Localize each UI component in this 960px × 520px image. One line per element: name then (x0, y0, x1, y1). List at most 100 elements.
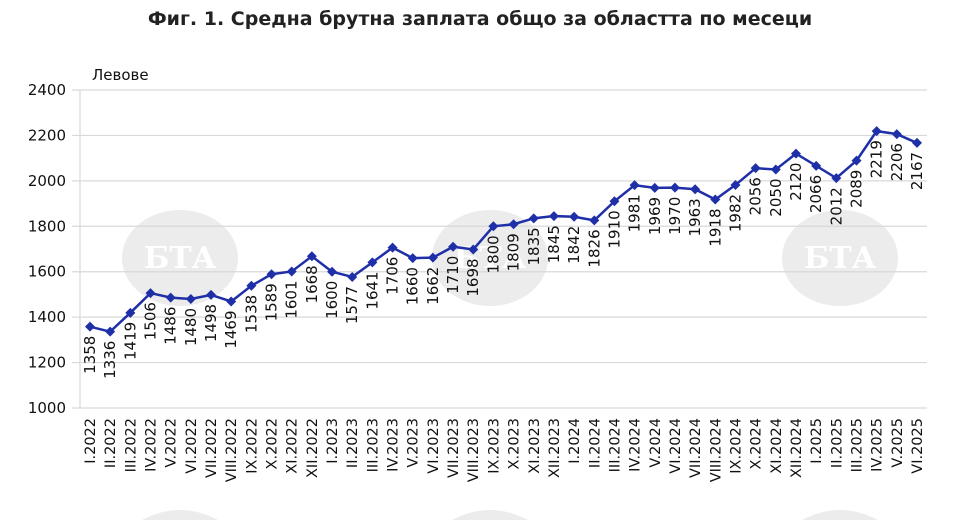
data-point-marker (206, 289, 217, 300)
x-tick-label: XII.2022 (305, 418, 321, 478)
data-point-marker (427, 252, 438, 263)
data-label: 1706 (384, 257, 402, 295)
y-axis-unit-label: Левове (92, 66, 149, 84)
data-label: 1963 (686, 198, 704, 236)
data-point-marker (468, 244, 479, 255)
data-label: 1981 (626, 194, 644, 232)
data-label: 1498 (202, 304, 220, 342)
data-point-marker (831, 173, 842, 184)
data-label: 2012 (827, 187, 845, 225)
data-point-marker (85, 321, 95, 332)
x-tick-label: IX.2022 (244, 418, 260, 474)
data-label: 1577 (343, 286, 361, 324)
data-label: 1419 (121, 322, 139, 360)
data-label: 1698 (464, 258, 482, 296)
data-label: 2089 (847, 170, 865, 208)
x-tick-label: VII.2022 (204, 418, 220, 478)
data-point-marker (730, 179, 741, 190)
x-tick-label: III.2025 (849, 418, 865, 472)
data-label: 1826 (585, 229, 603, 267)
watermark-logo-partial (802, 510, 878, 520)
data-point-marker (165, 292, 176, 303)
y-tick-label: 2400 (28, 81, 66, 99)
data-label: 2120 (787, 163, 805, 201)
data-label: 1809 (505, 233, 523, 271)
watermark-logo (782, 210, 898, 306)
x-tick-label: X.2022 (265, 418, 281, 469)
x-tick-label: II.2022 (103, 418, 119, 468)
y-tick-label: 2000 (28, 172, 66, 190)
data-label: 1506 (142, 302, 160, 340)
data-label: 2206 (888, 143, 906, 181)
data-label: 1800 (484, 235, 502, 273)
data-point-marker (185, 293, 196, 304)
x-tick-label: IV.2025 (870, 418, 886, 472)
x-tick-label: VII.2023 (446, 418, 462, 478)
y-tick-label: 1400 (28, 308, 66, 326)
data-point-marker (569, 211, 580, 222)
watermark-logo-partial (142, 510, 218, 520)
data-label: 1589 (263, 283, 281, 321)
x-tick-label: III.2024 (607, 418, 623, 472)
data-point-marker (105, 326, 116, 337)
data-label: 1662 (424, 267, 442, 305)
data-point-marker (125, 307, 136, 318)
x-tick-label: XI.2024 (769, 418, 785, 474)
x-tick-label: IX.2023 (486, 418, 502, 474)
data-point-marker (912, 137, 922, 148)
x-tick-label: XI.2023 (527, 418, 543, 474)
data-point-marker (871, 126, 882, 137)
data-label: 1660 (404, 267, 422, 305)
x-tick-label: VI.2023 (426, 418, 442, 474)
data-label: 1469 (222, 310, 240, 348)
x-tick-label: II.2023 (345, 418, 361, 468)
x-tick-label: II.2025 (829, 418, 845, 468)
x-tick-label: V.2022 (164, 418, 180, 468)
data-point-marker (790, 148, 801, 159)
y-tick-label: 1800 (28, 217, 66, 235)
watermark-logo-partial (452, 510, 528, 520)
data-label: 1982 (726, 194, 744, 232)
x-tick-label: VIII.2022 (224, 418, 240, 482)
x-tick-label: I.2024 (567, 418, 583, 464)
x-tick-label: XII.2023 (547, 418, 563, 478)
data-label: 1710 (444, 256, 462, 294)
data-point-marker (367, 257, 378, 268)
data-label: 1601 (283, 280, 301, 318)
data-label: 1970 (666, 197, 684, 235)
x-tick-label: I.2023 (325, 418, 341, 464)
data-point-marker (488, 221, 499, 232)
x-tick-label: VII.2024 (688, 418, 704, 478)
data-label: 2050 (767, 179, 785, 217)
x-tick-label: VIII.2024 (708, 418, 724, 482)
x-tick-label: IV.2022 (144, 418, 160, 472)
x-tick-label: VI.2025 (910, 418, 926, 474)
x-tick-label: IV.2023 (386, 418, 402, 472)
data-label: 1845 (545, 225, 563, 263)
data-point-marker (750, 163, 761, 174)
data-point-marker (246, 280, 257, 291)
data-point-marker (649, 182, 660, 193)
data-point-marker (548, 211, 559, 222)
x-tick-label: VIII.2023 (466, 418, 482, 482)
x-tick-label: V.2024 (648, 418, 664, 468)
data-point-marker (327, 266, 338, 277)
watermark-text: БТА (804, 241, 877, 276)
data-point-marker (710, 194, 721, 205)
data-point-marker (629, 180, 640, 191)
x-tick-label: II.2024 (587, 418, 603, 468)
data-label: 1486 (162, 307, 180, 345)
data-label: 1918 (706, 208, 724, 246)
data-label: 1641 (363, 271, 381, 309)
watermark-logo (122, 210, 238, 306)
data-point-marker (306, 251, 317, 262)
data-point-marker (609, 196, 620, 207)
chart-title: Фиг. 1. Средна брутна заплата общо за об… (147, 8, 813, 30)
x-tick-label: IV.2024 (628, 418, 644, 472)
data-point-marker (811, 160, 822, 171)
y-tick-label: 1600 (28, 263, 66, 281)
x-tick-label: V.2025 (890, 418, 906, 468)
x-tick-label: III.2022 (123, 418, 139, 472)
data-point-marker (347, 271, 358, 282)
